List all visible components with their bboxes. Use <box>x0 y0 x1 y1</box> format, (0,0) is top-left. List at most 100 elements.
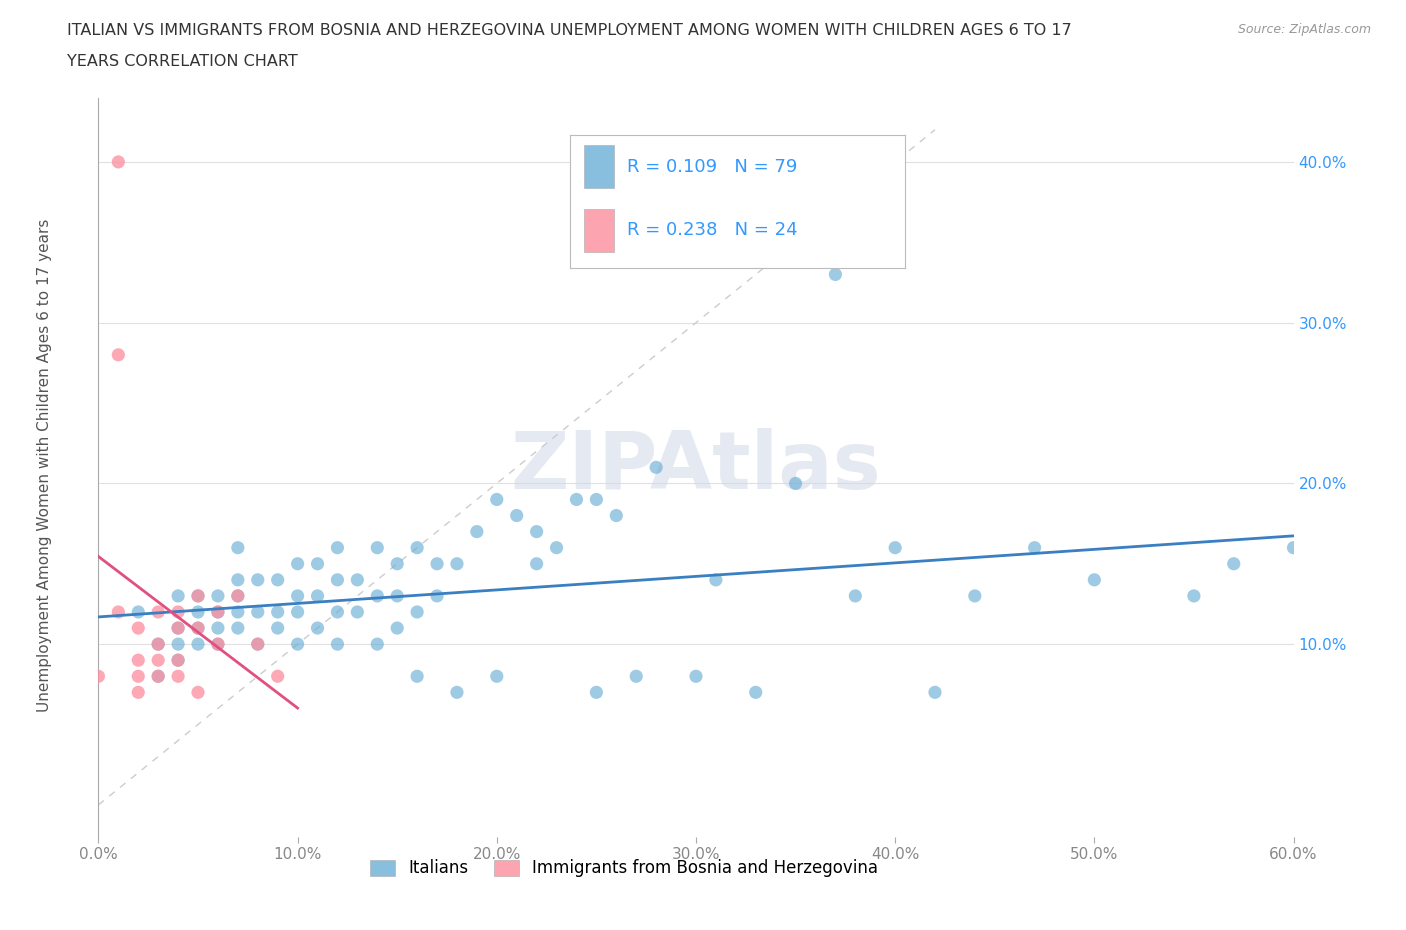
Point <box>148 637 170 652</box>
Point <box>745 684 768 699</box>
Point <box>1083 572 1105 587</box>
Point <box>207 604 229 619</box>
Point <box>207 620 229 635</box>
Point <box>148 653 170 668</box>
Text: ZIPAtlas: ZIPAtlas <box>510 429 882 506</box>
Point <box>326 604 349 619</box>
Point <box>924 684 946 699</box>
Point <box>485 492 508 507</box>
Point <box>107 604 129 619</box>
Point <box>267 620 290 635</box>
Point <box>385 556 409 571</box>
Point <box>406 604 429 619</box>
Point <box>207 637 229 652</box>
Point <box>267 669 290 684</box>
Point <box>207 604 229 619</box>
Point <box>167 604 190 619</box>
Point <box>148 669 170 684</box>
Text: ITALIAN VS IMMIGRANTS FROM BOSNIA AND HERZEGOVINA UNEMPLOYMENT AMONG WOMEN WITH : ITALIAN VS IMMIGRANTS FROM BOSNIA AND HE… <box>67 23 1073 38</box>
Point <box>167 620 190 635</box>
Point <box>485 669 508 684</box>
Point <box>246 637 269 652</box>
Point <box>187 637 209 652</box>
Point <box>167 653 190 668</box>
Text: Source: ZipAtlas.com: Source: ZipAtlas.com <box>1237 23 1371 36</box>
Point <box>127 620 149 635</box>
Point <box>287 556 309 571</box>
Point <box>546 540 568 555</box>
Point <box>226 589 249 604</box>
Point <box>585 492 607 507</box>
Point <box>1282 540 1305 555</box>
Point <box>187 620 209 635</box>
Point <box>207 589 229 604</box>
Point <box>167 669 190 684</box>
Text: Unemployment Among Women with Children Ages 6 to 17 years: Unemployment Among Women with Children A… <box>38 219 52 711</box>
Point <box>246 572 269 587</box>
Point <box>824 267 846 282</box>
Point <box>426 589 449 604</box>
Point <box>704 572 727 587</box>
Legend: Italians, Immigrants from Bosnia and Herzegovina: Italians, Immigrants from Bosnia and Her… <box>364 853 884 884</box>
Point <box>226 604 249 619</box>
Point <box>446 684 468 699</box>
Point <box>526 525 548 539</box>
Point <box>626 669 648 684</box>
Point <box>267 604 290 619</box>
Point <box>107 154 129 169</box>
Point <box>127 653 149 668</box>
Point <box>167 653 190 668</box>
Point <box>844 589 866 604</box>
Point <box>226 540 249 555</box>
Point <box>307 589 329 604</box>
Point <box>226 589 249 604</box>
Point <box>187 620 209 635</box>
Point <box>406 669 429 684</box>
Point <box>246 637 269 652</box>
Point <box>326 540 349 555</box>
Point <box>326 572 349 587</box>
Point <box>187 684 209 699</box>
Point <box>148 637 170 652</box>
Point <box>346 604 368 619</box>
Point <box>127 684 149 699</box>
Point <box>385 589 409 604</box>
Point <box>148 604 170 619</box>
Point <box>148 669 170 684</box>
Point <box>366 540 388 555</box>
Point <box>366 589 388 604</box>
Point <box>287 589 309 604</box>
Point <box>506 508 529 523</box>
Point <box>1024 540 1046 555</box>
Point <box>226 572 249 587</box>
Point <box>326 637 349 652</box>
Point <box>127 604 149 619</box>
Point <box>246 604 269 619</box>
Point <box>526 556 548 571</box>
Point <box>884 540 907 555</box>
Point <box>187 589 209 604</box>
Point <box>963 589 986 604</box>
Point <box>307 620 329 635</box>
Point <box>426 556 449 571</box>
Point <box>605 508 627 523</box>
Point <box>645 460 668 474</box>
Point <box>167 637 190 652</box>
Point <box>585 684 607 699</box>
Point <box>685 669 707 684</box>
Point <box>267 572 290 587</box>
Point <box>1223 556 1246 571</box>
Point <box>785 476 807 491</box>
Point <box>406 540 429 555</box>
Point <box>87 669 110 684</box>
Point <box>167 620 190 635</box>
Point <box>287 604 309 619</box>
Point <box>207 637 229 652</box>
Point <box>385 620 409 635</box>
Point <box>465 525 488 539</box>
Point <box>307 556 329 571</box>
Point <box>187 589 209 604</box>
Point <box>346 572 368 587</box>
Point <box>127 669 149 684</box>
Text: YEARS CORRELATION CHART: YEARS CORRELATION CHART <box>67 54 298 69</box>
